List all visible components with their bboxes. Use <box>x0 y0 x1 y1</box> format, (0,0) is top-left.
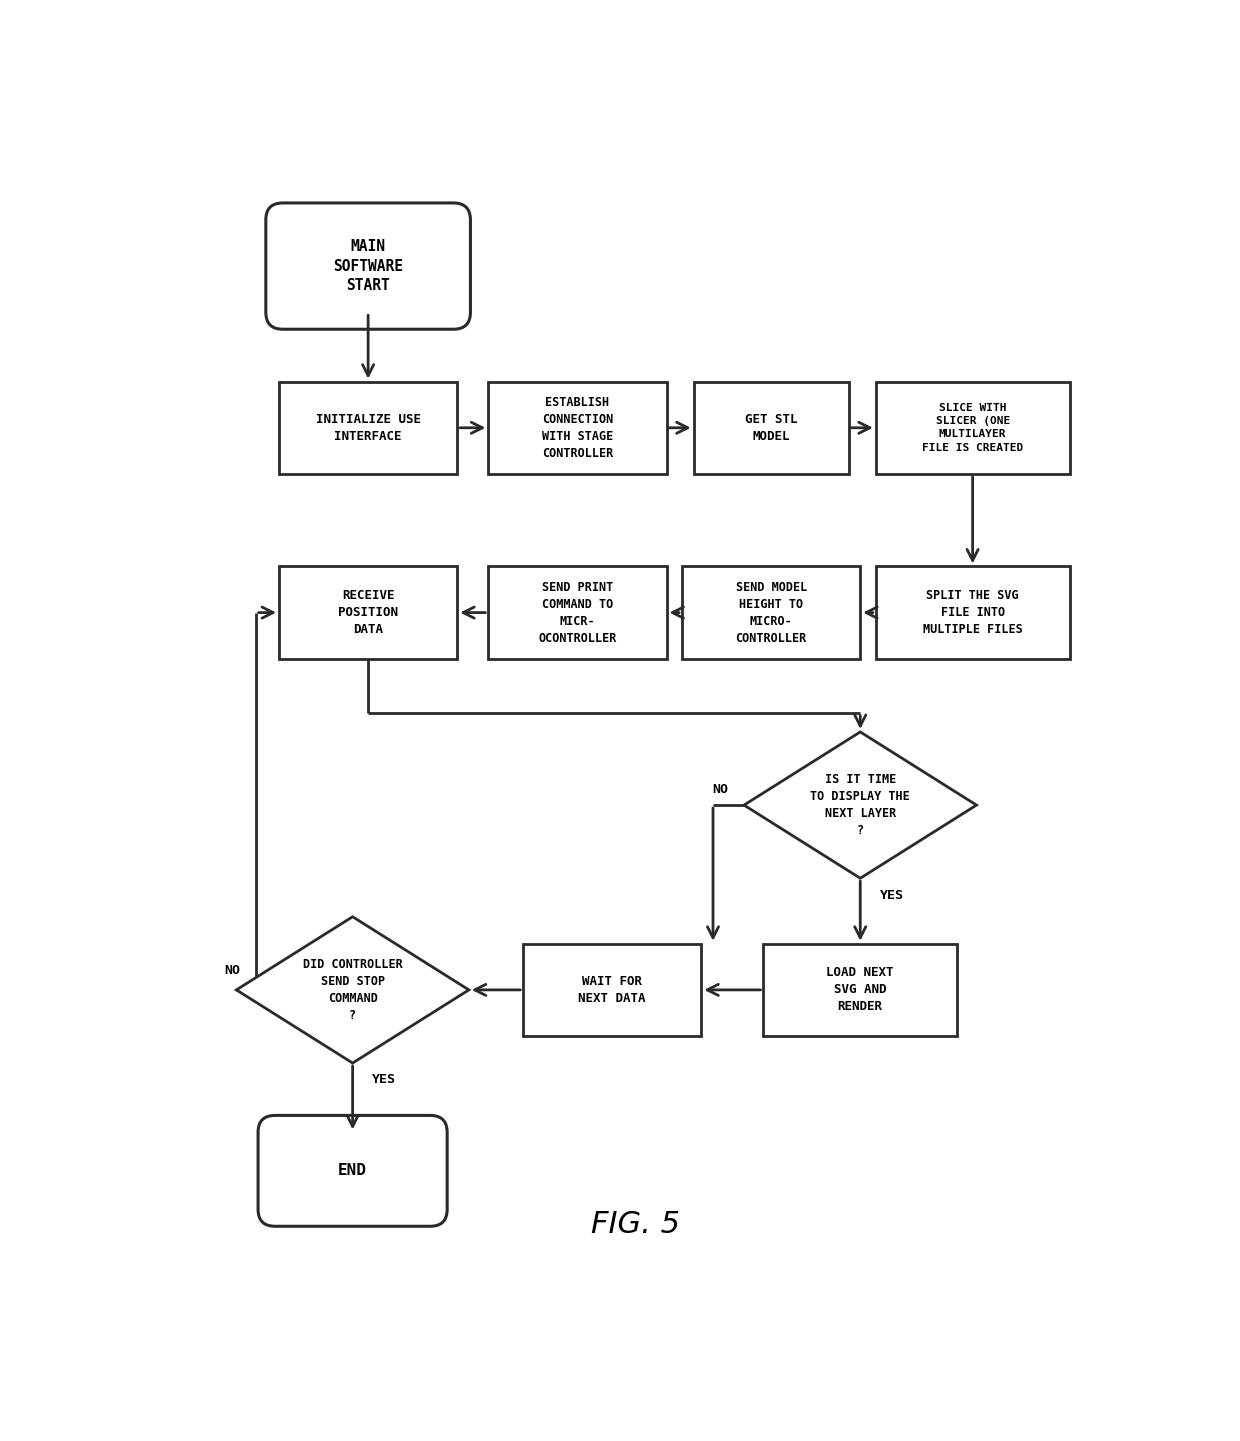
Text: WAIT FOR
NEXT DATA: WAIT FOR NEXT DATA <box>579 976 646 1004</box>
Bar <box>279 566 458 659</box>
Text: NO: NO <box>224 964 241 977</box>
Bar <box>693 382 848 474</box>
Text: ESTABLISH
CONNECTION
WITH STAGE
CONTROLLER: ESTABLISH CONNECTION WITH STAGE CONTROLL… <box>542 396 613 460</box>
Text: IS IT TIME
TO DISPLAY THE
NEXT LAYER
?: IS IT TIME TO DISPLAY THE NEXT LAYER ? <box>811 772 910 837</box>
Text: END: END <box>339 1163 367 1179</box>
Polygon shape <box>237 916 469 1063</box>
Text: SEND PRINT
COMMAND TO
MICR-
OCONTROLLER: SEND PRINT COMMAND TO MICR- OCONTROLLER <box>538 581 616 644</box>
Bar <box>682 566 861 659</box>
Text: SLICE WITH
SLICER (ONE
MULTILAYER
FILE IS CREATED: SLICE WITH SLICER (ONE MULTILAYER FILE I… <box>923 403 1023 452</box>
FancyBboxPatch shape <box>258 1115 448 1226</box>
Text: YES: YES <box>879 889 904 902</box>
Bar <box>279 382 458 474</box>
Bar <box>764 944 957 1036</box>
Text: RECEIVE
POSITION
DATA: RECEIVE POSITION DATA <box>339 589 398 635</box>
Text: YES: YES <box>372 1074 396 1087</box>
Bar <box>489 382 667 474</box>
Bar <box>875 566 1069 659</box>
Text: DID CONTROLLER
SEND STOP
COMMAND
?: DID CONTROLLER SEND STOP COMMAND ? <box>303 958 403 1022</box>
Polygon shape <box>744 732 977 878</box>
Text: SEND MODEL
HEIGHT TO
MICRO-
CONTROLLER: SEND MODEL HEIGHT TO MICRO- CONTROLLER <box>735 581 807 644</box>
Text: FIG. 5: FIG. 5 <box>591 1210 680 1239</box>
Text: MAIN
SOFTWARE
START: MAIN SOFTWARE START <box>334 239 403 294</box>
Bar <box>523 944 702 1036</box>
FancyBboxPatch shape <box>265 203 470 329</box>
Bar <box>489 566 667 659</box>
Text: GET STL
MODEL: GET STL MODEL <box>745 412 797 442</box>
Text: INITIALIZE USE
INTERFACE: INITIALIZE USE INTERFACE <box>316 412 420 442</box>
Text: SPLIT THE SVG
FILE INTO
MULTIPLE FILES: SPLIT THE SVG FILE INTO MULTIPLE FILES <box>923 589 1023 635</box>
Bar <box>875 382 1069 474</box>
Text: LOAD NEXT
SVG AND
RENDER: LOAD NEXT SVG AND RENDER <box>827 967 894 1013</box>
Text: NO: NO <box>713 784 729 797</box>
